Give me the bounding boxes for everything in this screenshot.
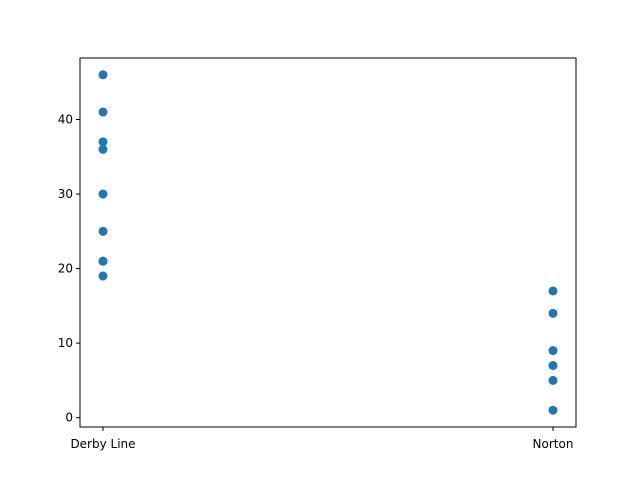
data-point (548, 286, 558, 296)
data-point (98, 107, 108, 117)
data-point (98, 271, 108, 281)
plot-area (80, 58, 576, 427)
data-point (98, 189, 108, 199)
data-point (548, 405, 558, 415)
data-point (98, 144, 108, 154)
x-tick-label: Derby Line (70, 437, 135, 451)
data-point (98, 137, 108, 147)
y-axis-ticks: 0 10 20 30 40 (58, 113, 80, 425)
data-point (548, 375, 558, 385)
data-point (548, 346, 558, 356)
data-point (98, 70, 108, 80)
y-tick-label: 30 (58, 187, 73, 201)
y-tick-label: 0 (65, 411, 73, 425)
x-tick-label: Norton (533, 437, 574, 451)
plot-frame (79, 57, 577, 428)
data-point (98, 256, 108, 266)
data-point (98, 226, 108, 236)
y-tick-label: 10 (58, 336, 73, 350)
y-tick-label: 20 (58, 262, 73, 276)
data-point (548, 361, 558, 370)
data-points (98, 70, 558, 415)
data-point (548, 308, 558, 318)
y-tick-label: 40 (58, 113, 73, 127)
x-axis-ticks: Derby Line Norton (70, 427, 573, 451)
